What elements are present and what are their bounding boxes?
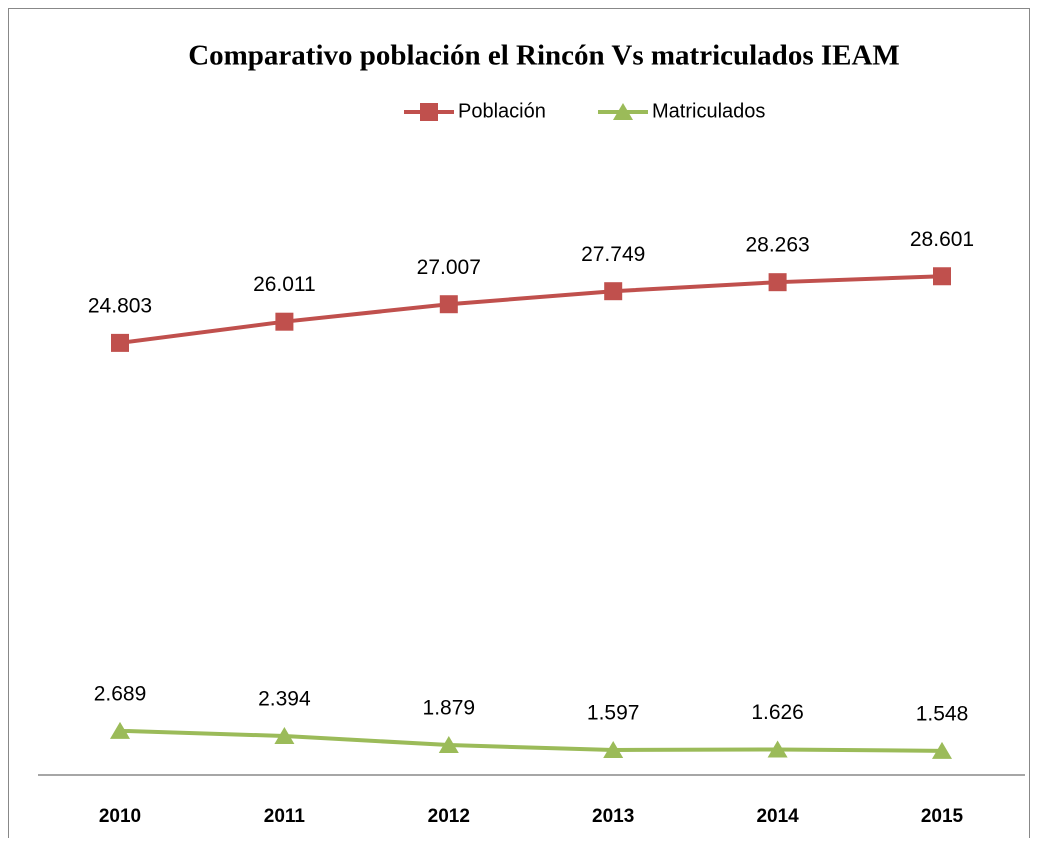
data-label: 28.263 (745, 234, 809, 257)
data-point (603, 740, 624, 758)
data-point (111, 333, 129, 352)
data-label: 27.007 (417, 256, 481, 279)
x-tick-label: 2014 (756, 806, 799, 827)
data-label: 2.689 (94, 682, 147, 705)
chart-title: Comparativo población el Rincón Vs matri… (188, 40, 900, 72)
x-tick-label: 2011 (264, 806, 306, 827)
data-label: 27.749 (581, 243, 645, 266)
legend-label: Población (458, 100, 546, 122)
chart-border (8, 8, 1030, 843)
data-point (604, 282, 623, 301)
data-label: 2.394 (258, 688, 311, 711)
series-line (119, 274, 943, 345)
legend-marker (613, 103, 633, 120)
data-label: 1.597 (587, 702, 640, 725)
data-point (275, 312, 294, 331)
data-point (768, 273, 787, 292)
data-point (932, 741, 952, 759)
data-point (274, 727, 295, 745)
x-tick-label: 2012 (428, 806, 470, 827)
data-point (439, 295, 458, 314)
x-tick-label: 2010 (99, 806, 141, 827)
data-label: 24.803 (88, 294, 152, 317)
data-point (110, 721, 130, 739)
data-point (933, 267, 951, 286)
data-label: 1.548 (916, 702, 969, 725)
data-point (438, 736, 459, 754)
data-point (767, 740, 788, 758)
data-label: 28.601 (910, 228, 974, 251)
x-tick-label: 2015 (921, 806, 964, 827)
data-label: 1.879 (423, 697, 476, 720)
data-label: 26.011 (253, 273, 316, 296)
legend-marker (420, 103, 438, 121)
data-label: 1.626 (751, 701, 804, 724)
x-tick-label: 2013 (592, 806, 634, 827)
series-line (119, 728, 943, 753)
legend-label: Matriculados (652, 100, 765, 122)
